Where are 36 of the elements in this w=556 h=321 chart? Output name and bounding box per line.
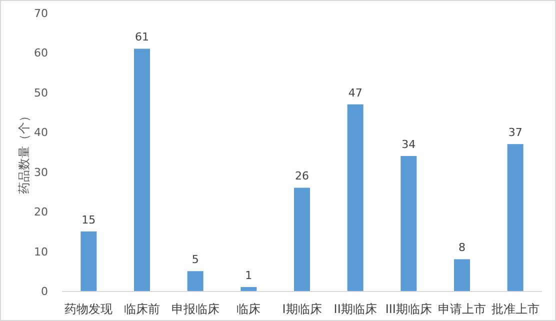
x-tick-label: 临床: [236, 302, 261, 316]
bar: [400, 156, 417, 291]
x-tick-label: 申请上市: [438, 302, 486, 316]
y-axis-title: 药品数量（个）: [17, 110, 31, 194]
x-tick-label: 药物发现: [64, 302, 113, 316]
x-tick-label: I期临床: [282, 302, 322, 316]
data-label: 61: [135, 30, 149, 44]
x-tick-label: 临床前: [124, 302, 160, 316]
y-tick-label: 40: [34, 126, 48, 140]
y-tick-label: 20: [34, 206, 48, 219]
bar: [507, 144, 524, 291]
y-tick-label: 60: [34, 46, 48, 60]
data-label: 26: [295, 170, 309, 183]
y-tick-label: 70: [34, 7, 48, 20]
y-tick-label: 10: [34, 245, 48, 258]
y-tick-label: 50: [34, 86, 48, 100]
data-label: 37: [508, 126, 522, 140]
data-label: 5: [192, 253, 199, 266]
data-label: 8: [458, 241, 466, 254]
bar: [347, 104, 364, 291]
bar: [80, 231, 97, 291]
bar: [294, 188, 310, 291]
bar: [454, 259, 470, 291]
x-tick-label: 批准上市: [491, 302, 540, 316]
data-label: 34: [402, 138, 416, 151]
x-tick-label: III期临床: [385, 302, 432, 316]
data-label: 1: [245, 269, 252, 282]
x-tick-label: 申报临床: [171, 302, 220, 316]
bar: [134, 48, 150, 291]
data-label: 47: [348, 86, 362, 100]
bar: [187, 271, 204, 291]
bar: [240, 287, 257, 291]
data-label: 15: [82, 213, 96, 226]
y-tick-label: 30: [34, 166, 48, 179]
y-tick-label: 0: [41, 285, 48, 298]
x-tick-label: II期临床: [334, 302, 377, 316]
